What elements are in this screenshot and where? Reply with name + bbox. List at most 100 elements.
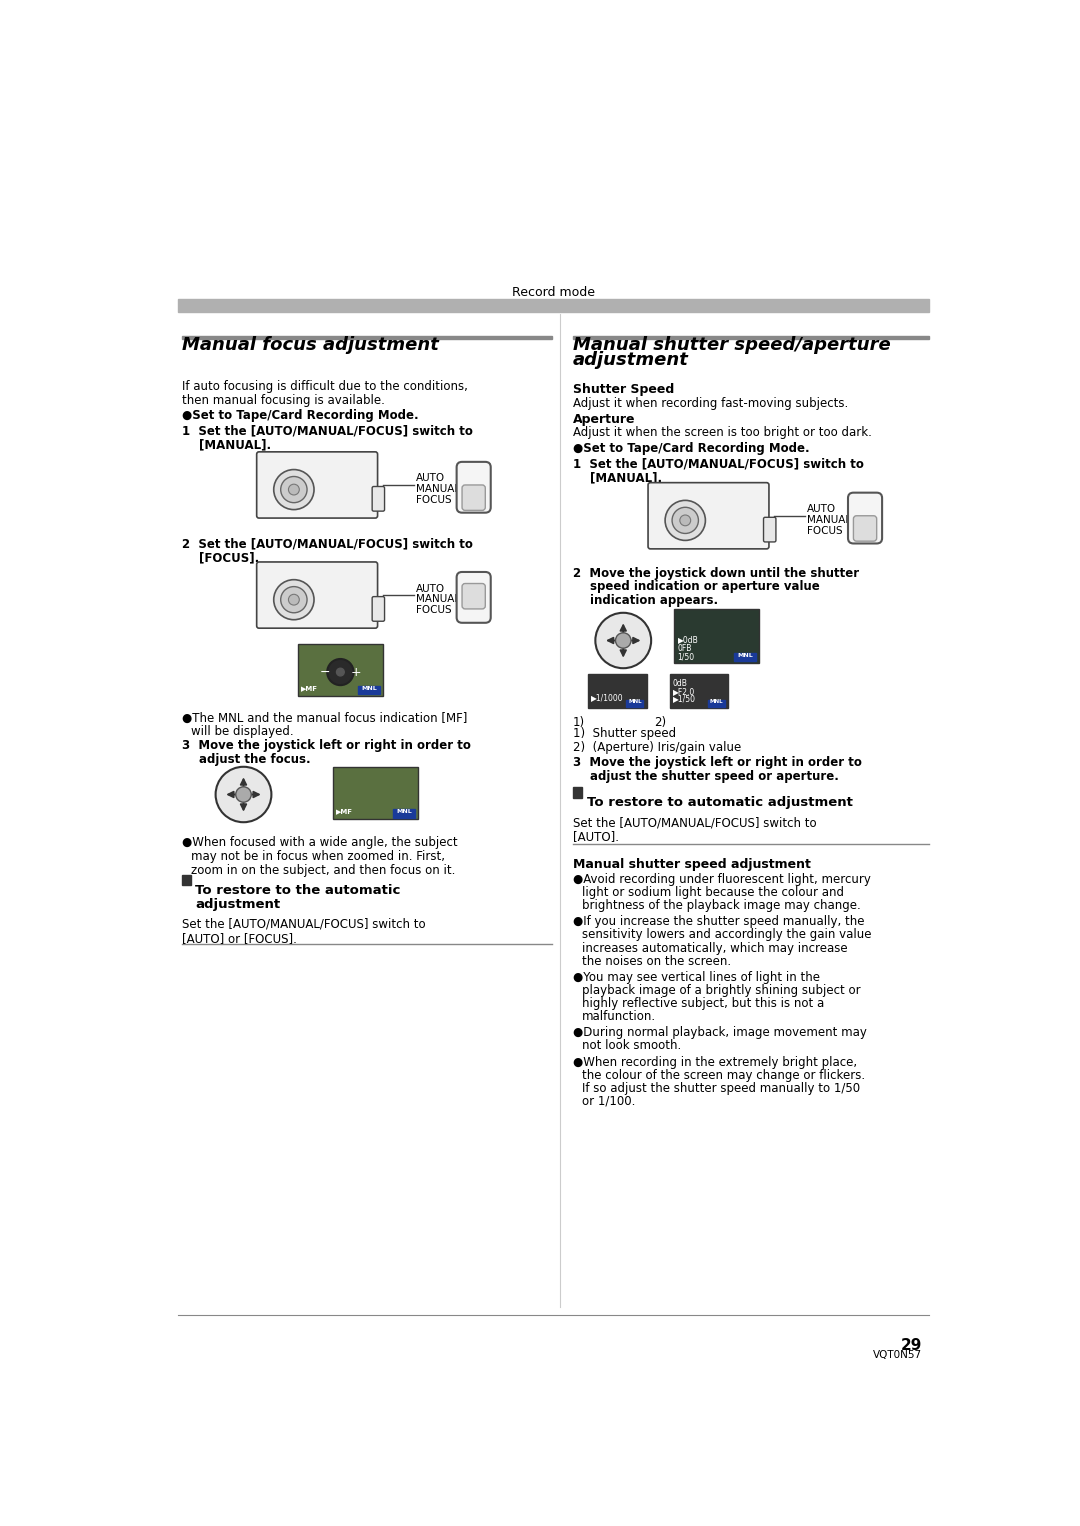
Text: adjust the shutter speed or aperture.: adjust the shutter speed or aperture. (590, 769, 839, 783)
Text: highly reflective subject, but this is not a: highly reflective subject, but this is n… (582, 996, 824, 1010)
Text: brightness of the playback image may change.: brightness of the playback image may cha… (582, 899, 861, 913)
Text: 1)  Shutter speed: 1) Shutter speed (572, 726, 676, 740)
Text: •: • (847, 516, 852, 525)
Text: ●When recording in the extremely bright place,: ●When recording in the extremely bright … (572, 1056, 858, 1068)
Text: AUTO: AUTO (807, 504, 836, 514)
Circle shape (327, 659, 353, 685)
Text: ↓: ↓ (456, 496, 464, 505)
FancyBboxPatch shape (373, 487, 384, 511)
Text: ↓: ↓ (456, 606, 464, 617)
Circle shape (281, 476, 307, 502)
Text: ●During normal playback, image movement may: ●During normal playback, image movement … (572, 1027, 867, 1039)
Text: the colour of the screen may change or flickers.: the colour of the screen may change or f… (582, 1068, 865, 1082)
Text: may not be in focus when zoomed in. First,: may not be in focus when zoomed in. Firs… (191, 850, 445, 862)
Bar (707, 700, 725, 707)
Text: 2  Set the [AUTO/MANUAL/FOCUS] switch to: 2 Set the [AUTO/MANUAL/FOCUS] switch to (181, 537, 472, 551)
Text: 1/50: 1/50 (677, 652, 694, 661)
Text: light or sodium light because the colour and: light or sodium light because the colour… (582, 887, 845, 899)
Circle shape (595, 613, 651, 668)
Text: 2)  (Aperture) Iris/gain value: 2) (Aperture) Iris/gain value (572, 740, 741, 754)
Text: MNL: MNL (361, 685, 377, 691)
Text: Adjust it when recording fast-moving subjects.: Adjust it when recording fast-moving sub… (572, 397, 848, 410)
Text: ▶1/1000: ▶1/1000 (592, 693, 624, 702)
FancyBboxPatch shape (257, 452, 378, 517)
Bar (333, 766, 418, 819)
FancyBboxPatch shape (853, 516, 877, 542)
Text: Shutter Speed: Shutter Speed (572, 383, 674, 397)
Text: •: • (847, 505, 852, 514)
FancyBboxPatch shape (457, 462, 490, 513)
Circle shape (281, 586, 307, 613)
Text: FOCUS: FOCUS (416, 606, 451, 615)
Circle shape (216, 766, 271, 823)
Text: ●If you increase the shutter speed manually, the: ●If you increase the shutter speed manua… (572, 916, 864, 928)
Text: •: • (456, 595, 461, 604)
Circle shape (288, 594, 299, 606)
FancyBboxPatch shape (462, 583, 485, 609)
Text: Set the [AUTO/MANUAL/FOCUS] switch to: Set the [AUTO/MANUAL/FOCUS] switch to (181, 917, 426, 931)
FancyBboxPatch shape (373, 597, 384, 621)
Text: [FOCUS].: [FOCUS]. (199, 551, 259, 565)
Text: 2): 2) (654, 716, 666, 729)
Circle shape (235, 787, 252, 803)
Text: MNL: MNL (710, 699, 724, 703)
Text: ●Avoid recording under fluorescent light, mercury: ●Avoid recording under fluorescent light… (572, 873, 870, 887)
Circle shape (288, 484, 299, 494)
Text: To restore to automatic adjustment: To restore to automatic adjustment (586, 797, 853, 809)
Text: ▶MF: ▶MF (336, 809, 353, 815)
Text: MANUAL: MANUAL (416, 484, 460, 494)
Text: Manual shutter speed/aperture: Manual shutter speed/aperture (572, 336, 891, 354)
Bar (181, 336, 552, 339)
Bar (626, 700, 644, 707)
Text: 1  Set the [AUTO/MANUAL/FOCUS] switch to: 1 Set the [AUTO/MANUAL/FOCUS] switch to (572, 458, 864, 470)
Text: [MANUAL].: [MANUAL]. (590, 472, 662, 484)
Bar (177, 299, 930, 313)
Text: Aperture: Aperture (572, 412, 635, 426)
Text: 0dB: 0dB (673, 679, 688, 688)
Text: will be displayed.: will be displayed. (191, 725, 294, 739)
Circle shape (273, 580, 314, 620)
Text: increases automatically, which may increase: increases automatically, which may incre… (582, 942, 848, 955)
Text: adjust the focus.: adjust the focus. (199, 752, 310, 766)
Text: [MANUAL].: [MANUAL]. (199, 439, 271, 452)
Text: MANUAL: MANUAL (807, 514, 851, 525)
Text: playback image of a brightly shining subject or: playback image of a brightly shining sub… (582, 984, 861, 996)
Text: ▶F2.0: ▶F2.0 (673, 687, 696, 696)
Text: Manual focus adjustment: Manual focus adjustment (181, 336, 438, 354)
FancyBboxPatch shape (648, 482, 769, 549)
Text: 3  Move the joystick left or right in order to: 3 Move the joystick left or right in ord… (572, 755, 862, 769)
Text: adjustment: adjustment (572, 351, 689, 369)
Text: zoom in on the subject, and then focus on it.: zoom in on the subject, and then focus o… (191, 864, 455, 877)
Bar (572, 336, 930, 339)
Text: sensitivity lowers and accordingly the gain value: sensitivity lowers and accordingly the g… (582, 928, 872, 942)
Bar (298, 644, 383, 696)
Circle shape (665, 501, 705, 540)
Text: [AUTO].: [AUTO]. (572, 830, 619, 842)
Text: then manual focusing is available.: then manual focusing is available. (181, 394, 384, 407)
Bar (734, 653, 756, 661)
Text: MNL: MNL (396, 809, 411, 815)
Text: Record mode: Record mode (512, 285, 595, 299)
Text: the noises on the screen.: the noises on the screen. (582, 955, 731, 967)
Bar (393, 809, 415, 818)
Bar (589, 674, 647, 708)
Text: If so adjust the shutter speed manually to 1/50: If so adjust the shutter speed manually … (582, 1082, 861, 1094)
Text: •: • (456, 485, 461, 494)
Text: malfunction.: malfunction. (582, 1010, 657, 1022)
Text: 1  Set the [AUTO/MANUAL/FOCUS] switch to: 1 Set the [AUTO/MANUAL/FOCUS] switch to (181, 424, 472, 438)
Text: ▶1/50: ▶1/50 (673, 694, 696, 703)
Text: not look smooth.: not look smooth. (582, 1039, 681, 1053)
Text: To restore to the automatic: To restore to the automatic (195, 884, 401, 897)
FancyBboxPatch shape (457, 572, 490, 623)
FancyBboxPatch shape (462, 485, 485, 510)
FancyBboxPatch shape (848, 493, 882, 543)
Bar (572, 787, 582, 798)
Text: speed indication or aperture value: speed indication or aperture value (590, 580, 820, 594)
Circle shape (679, 514, 691, 526)
Text: ●Set to Tape/Card Recording Mode.: ●Set to Tape/Card Recording Mode. (572, 443, 810, 455)
Text: ●You may see vertical lines of light in the: ●You may see vertical lines of light in … (572, 971, 820, 984)
Text: indication appears.: indication appears. (590, 594, 718, 607)
FancyBboxPatch shape (764, 517, 775, 542)
Text: FOCUS: FOCUS (416, 494, 451, 505)
Text: ▶0dB: ▶0dB (677, 635, 699, 644)
